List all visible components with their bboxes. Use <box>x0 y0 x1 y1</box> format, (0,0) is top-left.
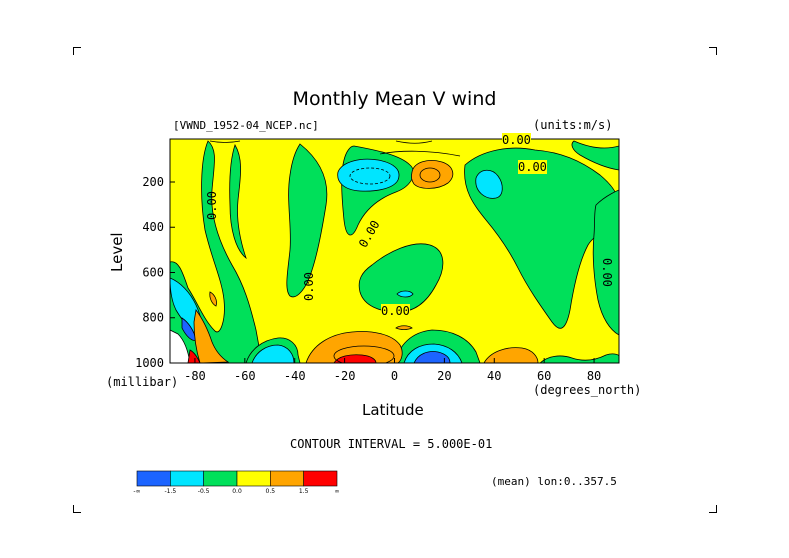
contour-ring-c <box>349 167 391 185</box>
colorbar-label: -∞ <box>133 488 140 495</box>
colorbar-label: 0.0 <box>232 488 242 495</box>
region-cyan-north-upper <box>475 169 503 199</box>
region-green-north <box>464 147 619 329</box>
region-orange-southpole-b <box>209 291 217 307</box>
contour-ring-a <box>333 345 395 363</box>
y-axis-ticks: 200 400 600 800 1000 <box>135 175 175 370</box>
colorbar-label: ∞ <box>335 488 340 495</box>
region-red-southpole <box>187 349 201 363</box>
colorbar-label: -1.5 <box>164 488 176 495</box>
region-blue-equator <box>413 351 451 363</box>
contour-label: 0.00 <box>502 133 531 147</box>
region-cyan-south-surface <box>251 344 295 363</box>
x-tick-label: 40 <box>487 369 501 383</box>
region-orange-southpole-a <box>193 309 230 363</box>
region-cyan-south-upper <box>337 158 400 192</box>
x-tick-label: 80 <box>587 369 601 383</box>
colorbar-label: -0.5 <box>198 488 210 495</box>
region-green-equator <box>358 243 444 313</box>
y-tick-label: 400 <box>142 220 164 234</box>
region-orange-north <box>483 347 539 363</box>
x-tick-label: -60 <box>234 369 256 383</box>
units-label: (units:m/s) <box>533 118 613 132</box>
x-tick-label: -40 <box>284 369 306 383</box>
contour-line-top-c <box>209 140 241 143</box>
colorbar-swatch <box>136 470 171 487</box>
colorbar-swatch <box>236 470 271 487</box>
y-tick-label: 200 <box>142 175 164 189</box>
averaging-label: (mean) lon:0..357.5 <box>491 475 617 488</box>
contour-interval-label: CONTOUR INTERVAL = 5.000E-01 <box>290 437 493 451</box>
chart-title: Monthly Mean V wind <box>292 88 497 110</box>
contour-line-top-a <box>379 150 461 157</box>
colorbar-swatch <box>170 470 204 487</box>
colorbar-swatch <box>203 470 238 487</box>
y-tick-label: 1000 <box>135 356 164 370</box>
region-green-midwest <box>229 144 247 260</box>
contour-label: 0.00 <box>518 160 547 174</box>
x-tick-label: -80 <box>184 369 206 383</box>
region-orange-subtropics <box>305 331 403 363</box>
y-tick-label: 600 <box>142 265 164 279</box>
region-green-center <box>286 143 328 298</box>
region-green-northwest <box>571 140 619 171</box>
x-axis-label: Latitude <box>362 401 424 419</box>
crop-mark-bottom-left <box>73 505 81 513</box>
x-tick-label: -20 <box>334 369 356 383</box>
contour-line-top-b <box>395 140 433 144</box>
region-green-northeast <box>592 189 619 336</box>
colorbar-label: 0.5 <box>266 488 276 495</box>
x-axis-unit: (degrees_north) <box>533 383 642 397</box>
x-tick-label: 20 <box>437 369 451 383</box>
crop-mark-top-left <box>73 47 81 55</box>
colorbar-label: 1.5 <box>299 488 309 495</box>
y-axis-unit: (millibar) <box>106 375 179 389</box>
y-tick-label: 800 <box>142 311 164 325</box>
x-tick-label: 0 <box>391 369 398 383</box>
colorbar-swatch <box>270 470 304 487</box>
crop-mark-top-right <box>709 47 717 55</box>
region-orange-small <box>395 325 413 330</box>
x-axis-ticks: -80 -60 -40 -20 0 20 40 60 80 <box>184 358 601 383</box>
crop-mark-bottom-right <box>709 505 717 513</box>
colorbar-swatch <box>303 470 338 487</box>
region-cyan-small <box>396 290 414 298</box>
dataset-label: [VWND_1952-04_NCEP.nc] <box>173 119 319 132</box>
contour-label: 0.00 <box>381 304 410 318</box>
region-orange-upper <box>411 160 454 189</box>
contour-ring-b <box>419 167 441 183</box>
x-tick-label: 60 <box>537 369 551 383</box>
